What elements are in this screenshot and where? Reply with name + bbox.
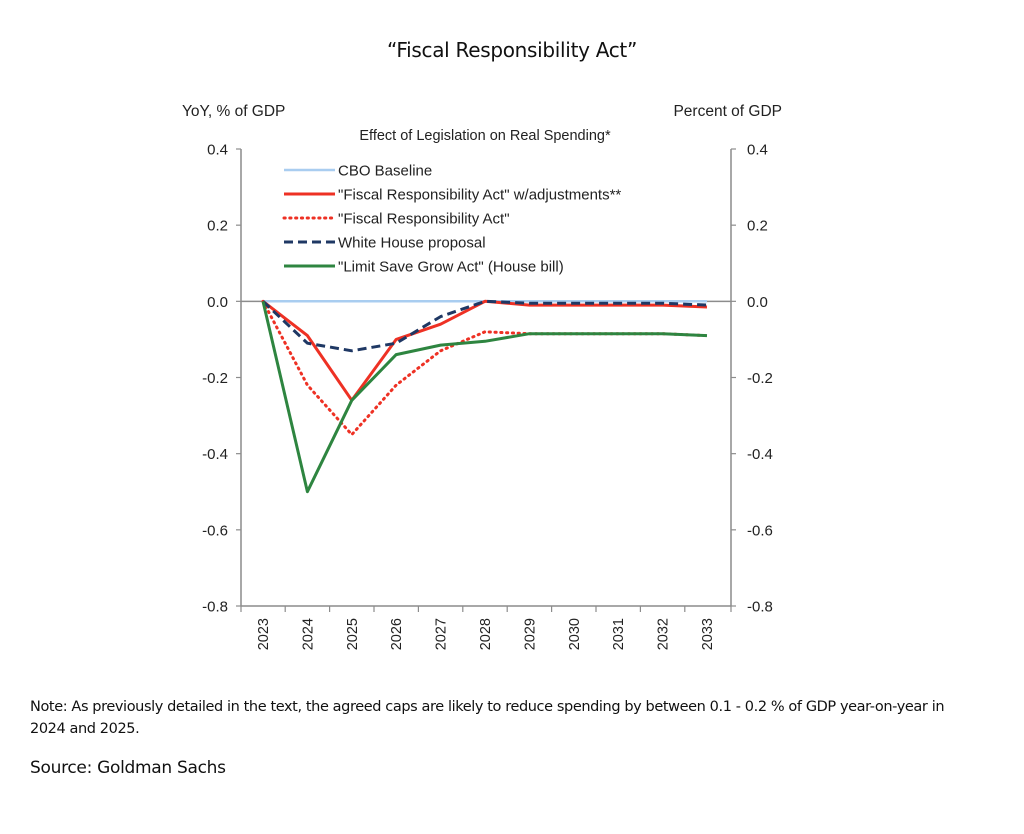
legend-label-2: "Fiscal Responsibility Act" bbox=[338, 211, 510, 228]
x-tick-label: 2025 bbox=[345, 618, 361, 650]
page-title: “Fiscal Responsibility Act” bbox=[386, 38, 638, 62]
y-tick-label-right: -0.8 bbox=[747, 599, 773, 616]
x-tick-label: 2028 bbox=[478, 618, 494, 650]
y-tick-label-left: -0.6 bbox=[202, 522, 228, 539]
x-tick-label: 2027 bbox=[434, 618, 450, 650]
legend-label-4: "Limit Save Grow Act" (House bill) bbox=[338, 259, 564, 276]
x-tick-label: 2026 bbox=[389, 618, 405, 650]
legend: CBO Baseline "Fiscal Responsibility Act" … bbox=[282, 163, 621, 276]
legend-label-1: "Fiscal Responsibility Act" w/adjustment… bbox=[338, 187, 621, 204]
x-tick-label: 2029 bbox=[522, 618, 538, 650]
y-tick-label-right: 0.2 bbox=[747, 218, 768, 235]
legend-label-3: White House proposal bbox=[338, 235, 486, 252]
y-axis-label-right: Percent of GDP bbox=[673, 103, 782, 120]
x-tick-label: 2023 bbox=[256, 618, 272, 650]
x-tick-label: 2033 bbox=[700, 618, 716, 650]
x-tick-label: 2024 bbox=[300, 618, 316, 650]
series-layer bbox=[261, 299, 709, 494]
y-tick-label-right: -0.2 bbox=[747, 370, 773, 387]
y-tick-label-right: -0.6 bbox=[747, 522, 773, 539]
y-tick-label-left: -0.8 bbox=[202, 599, 228, 616]
y-tick-label-left: 0.0 bbox=[207, 294, 228, 311]
series-line-4 bbox=[261, 300, 708, 494]
source-line: Source: Goldman Sachs bbox=[30, 758, 226, 778]
legend-label-0: CBO Baseline bbox=[338, 163, 432, 180]
y-tick-label-left: -0.4 bbox=[202, 446, 228, 463]
y-tick-label-right: 0.4 bbox=[747, 142, 768, 159]
note-text: As previously detailed in the text, the … bbox=[30, 699, 945, 737]
y-tick-label-left: -0.2 bbox=[202, 370, 228, 387]
chart-title: Effect of Legislation on Real Spending* bbox=[359, 128, 611, 144]
y-tick-label-left: 0.4 bbox=[207, 142, 228, 159]
note-label: Note: bbox=[30, 699, 68, 715]
x-tick-label: 2030 bbox=[567, 618, 583, 650]
series-line-3 bbox=[261, 299, 708, 353]
x-tick-label: 2032 bbox=[656, 618, 672, 650]
y-tick-label-right: 0.0 bbox=[747, 294, 768, 311]
y-axis-label-left: YoY, % of GDP bbox=[182, 103, 285, 120]
series-line-1 bbox=[262, 299, 708, 402]
y-tick-label-left: 0.2 bbox=[207, 218, 228, 235]
footnote: Note: As previously detailed in the text… bbox=[30, 696, 970, 740]
y-tick-label-right: -0.4 bbox=[747, 446, 773, 463]
x-tick-label: 2031 bbox=[611, 618, 627, 650]
